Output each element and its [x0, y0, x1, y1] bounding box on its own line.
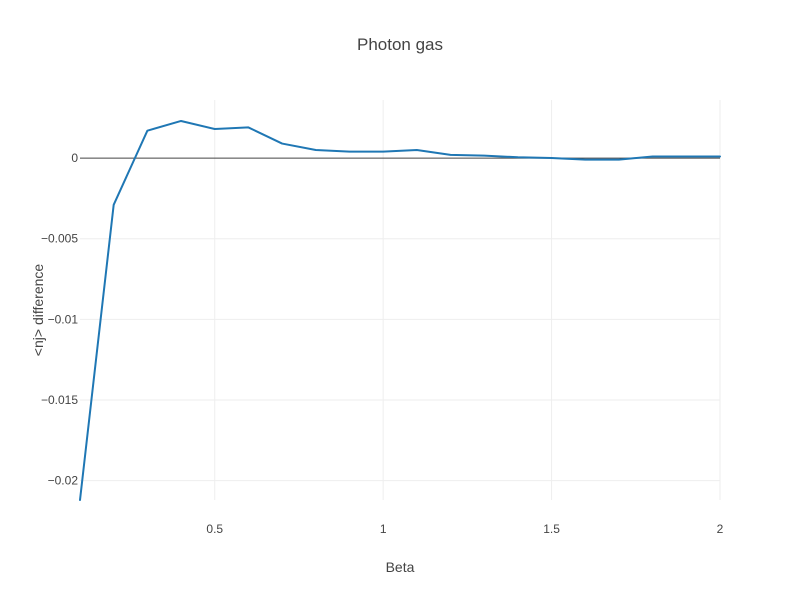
- series-line: [79, 119, 721, 501]
- x-tick-label: 0.5: [206, 522, 223, 536]
- x-tick-label: 2: [717, 522, 724, 536]
- grid: [80, 100, 721, 500]
- y-tick-label: −0.015: [41, 393, 78, 407]
- chart-title: Photon gas: [357, 35, 443, 54]
- y-tick-label: −0.005: [41, 232, 78, 246]
- y-axis-ticks: 0 −0.005 −0.01 −0.015 −0.02: [41, 151, 78, 488]
- y-axis-title: <nj> difference: [30, 264, 46, 357]
- x-axis-title: Beta: [386, 559, 415, 575]
- x-tick-label: 1: [380, 522, 387, 536]
- series-layer: [79, 119, 721, 501]
- y-tick-label: 0: [71, 151, 78, 165]
- x-tick-label: 1.5: [543, 522, 560, 536]
- x-axis-ticks: 0.5 1 1.5 2: [206, 522, 723, 536]
- y-tick-label: −0.02: [48, 474, 79, 488]
- y-tick-label: −0.01: [48, 312, 79, 326]
